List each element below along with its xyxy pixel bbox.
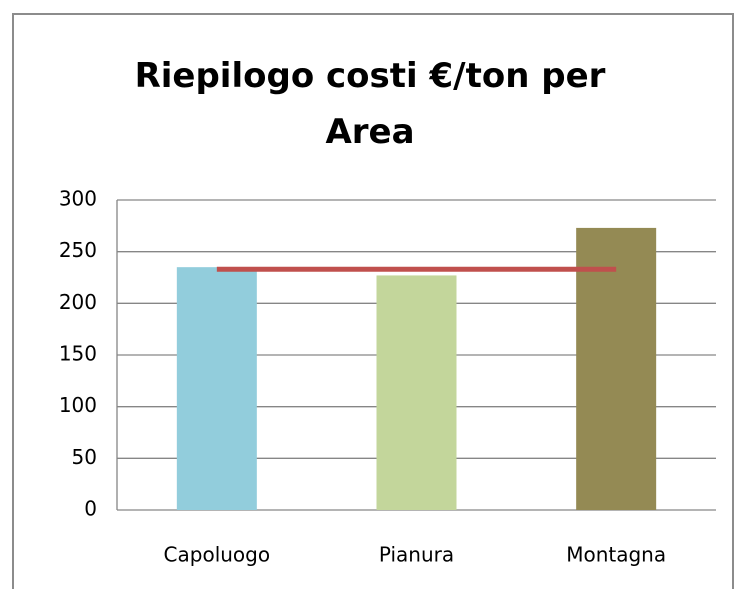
y-tick-label: 100 [59,393,97,417]
chart-title: Riepilogo costi €/ton per Area [134,56,606,152]
bar [376,275,457,510]
y-tick-label: 0 [84,497,97,521]
x-tick-label: Capoluogo [164,543,271,567]
y-tick-label: 50 [72,445,97,469]
chart-frame [12,13,734,589]
bar [176,267,257,510]
y-tick-label: 200 [59,290,97,314]
y-tick-label: 250 [59,238,97,262]
x-tick-label: Pianura [379,543,454,567]
y-tick-label: 300 [59,187,97,211]
y-tick-label: 150 [59,342,97,366]
x-tick-label: Montagna [566,543,666,567]
bar [576,227,657,510]
